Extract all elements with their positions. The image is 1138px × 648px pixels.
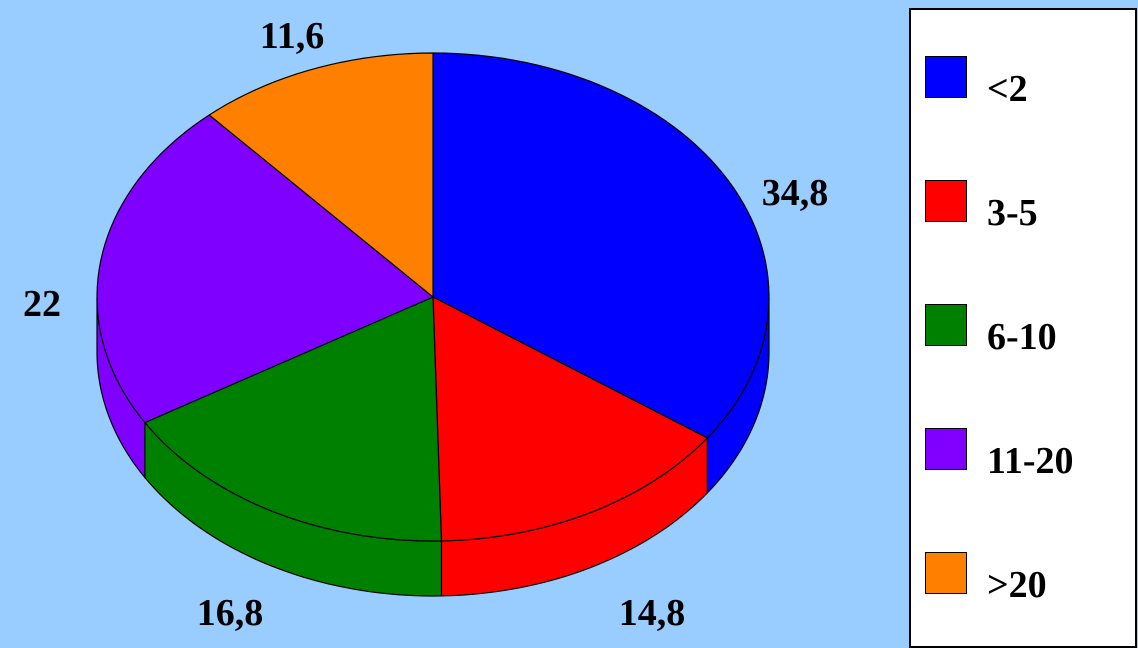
legend-swatch-gt20 bbox=[925, 552, 967, 594]
legend-item-lt2: <2 bbox=[911, 56, 1137, 110]
legend-label-3-5: 3-5 bbox=[987, 192, 1038, 234]
pie-slice-6-10 bbox=[144, 296, 443, 542]
pie-labels: 34,8 14,8 16,8 22 11,6 bbox=[23, 15, 828, 634]
legend-item-11-20: 11-20 bbox=[911, 428, 1137, 482]
legend-swatch-6-10 bbox=[925, 304, 967, 346]
data-label-6-10: 16,8 bbox=[197, 592, 264, 634]
data-label-3-5: 14,8 bbox=[619, 592, 686, 634]
legend-label-11-20: 11-20 bbox=[987, 440, 1074, 482]
legend-item-gt20: >20 bbox=[911, 552, 1137, 606]
legend-swatch-11-20 bbox=[925, 428, 967, 470]
legend-label-gt20: >20 bbox=[987, 564, 1047, 606]
pie-top bbox=[96, 52, 770, 542]
pie-slice-11-20 bbox=[96, 114, 434, 424]
legend: <2 3-5 6-10 11-20 >20 bbox=[909, 8, 1137, 648]
legend-label-6-10: 6-10 bbox=[987, 316, 1057, 358]
legend-item-6-10: 6-10 bbox=[911, 304, 1137, 358]
legend-swatch-3-5 bbox=[925, 180, 967, 222]
data-label-lt2: 34,8 bbox=[762, 172, 829, 214]
data-label-11-20: 22 bbox=[23, 283, 61, 325]
data-label-gt20: 11,6 bbox=[260, 15, 324, 57]
legend-swatch-lt2 bbox=[925, 56, 967, 98]
legend-label-lt2: <2 bbox=[987, 68, 1028, 110]
pie-slice-3-5 bbox=[432, 296, 708, 542]
pie-slice-lt2 bbox=[432, 52, 770, 439]
legend-item-3-5: 3-5 bbox=[911, 180, 1137, 234]
pie-slice-gt20 bbox=[208, 52, 434, 298]
